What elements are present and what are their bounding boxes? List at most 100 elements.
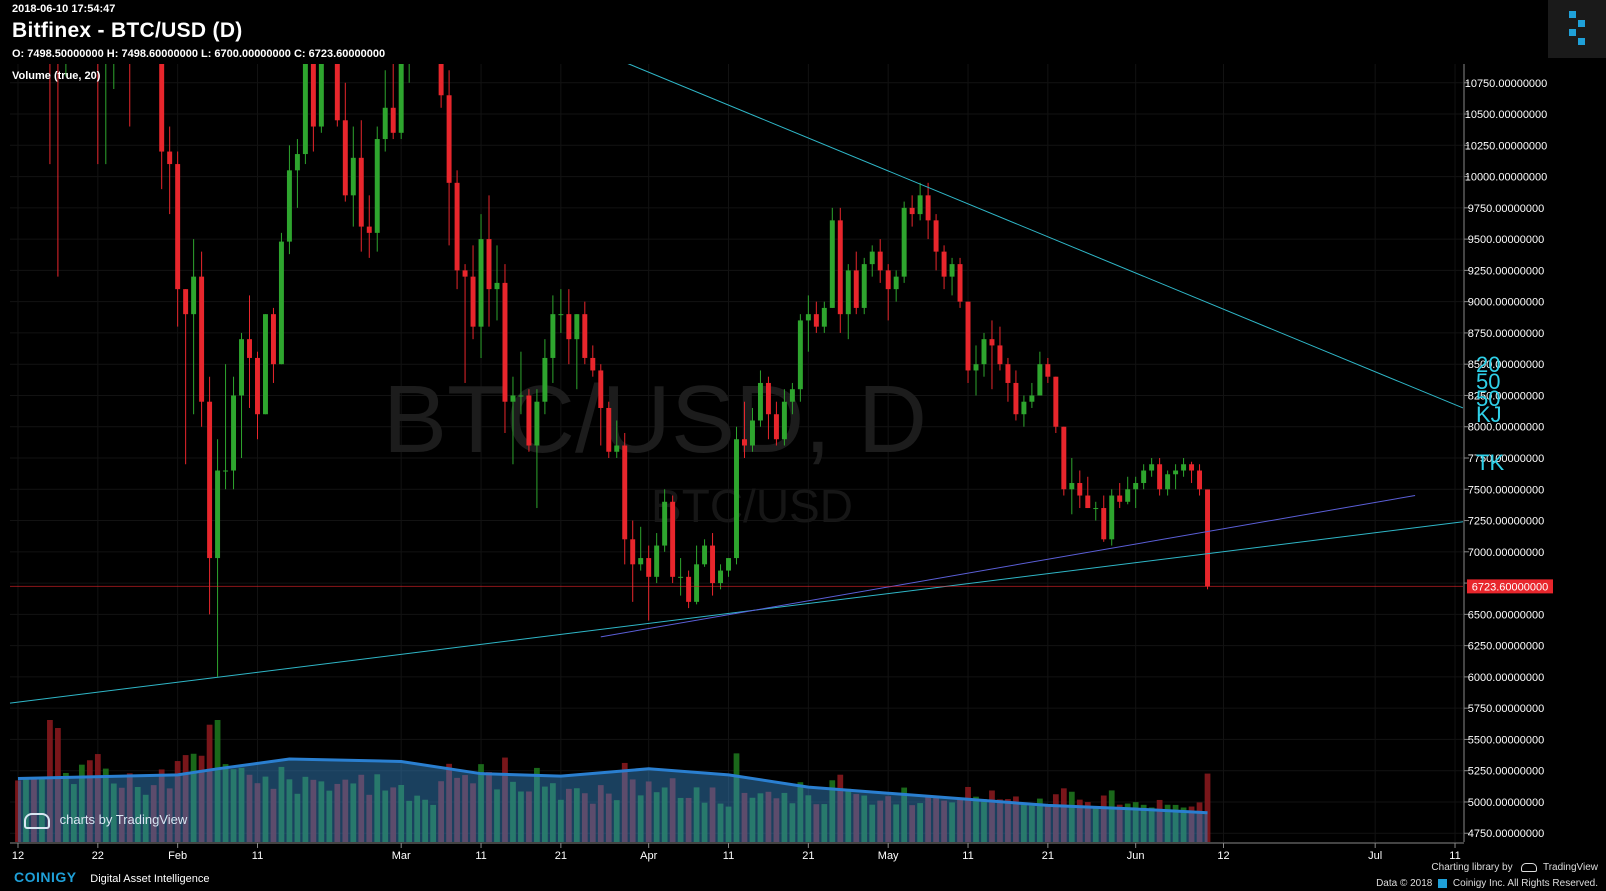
candle-body [821, 307, 827, 327]
candle-body [159, 38, 165, 152]
candle-body [167, 151, 173, 165]
side-label: KJ [1476, 402, 1502, 427]
volume-bar [1156, 799, 1163, 842]
candle-body [175, 164, 181, 290]
candle-body [797, 320, 803, 390]
volume-bar [1148, 807, 1155, 842]
volume-bar [374, 774, 381, 842]
candle-body [1029, 395, 1035, 402]
volume-bar [677, 797, 684, 842]
volume-bar [214, 720, 221, 842]
candle-body [949, 264, 955, 277]
brand-name: COINIGY [14, 869, 77, 885]
volume-bar [557, 799, 564, 842]
candle-body [662, 501, 668, 546]
watermark-big: BTC/USD, D [383, 366, 927, 473]
tradingview-label: TradingView [1542, 862, 1598, 873]
volume-bar [158, 769, 165, 842]
volume-bar [94, 754, 101, 842]
volume-bar [597, 785, 604, 842]
volume-bar [933, 796, 939, 842]
candle-body [686, 576, 692, 602]
candle-body [1133, 483, 1139, 490]
time-tick-label: 12 [1217, 850, 1229, 862]
candle-body [358, 157, 364, 227]
volume-bar [102, 768, 109, 842]
candle-body [941, 251, 947, 277]
candle-body [1013, 382, 1019, 415]
time-tick-label: 11 [962, 850, 973, 862]
candle-body [502, 282, 508, 402]
volume-bar [142, 794, 149, 842]
volume-bar [270, 788, 277, 842]
candle-body [670, 501, 676, 577]
candle-body [909, 207, 915, 215]
side-label: 50 [1476, 369, 1500, 394]
candle-body [598, 370, 604, 408]
volume-bar [789, 803, 796, 842]
price-tick-label: 5750.00000000 [1468, 703, 1544, 715]
time-tick-label: 21 [802, 850, 814, 862]
time-tick-label: 22 [92, 850, 104, 862]
ohlc-readout: O: 7498.50000000 H: 7498.60000000 L: 670… [12, 48, 386, 60]
volume-bar [23, 777, 29, 842]
candle-body [526, 395, 532, 446]
volume-bar [997, 799, 1003, 842]
candle-body [726, 558, 731, 571]
candle-body [694, 564, 700, 602]
candle-body [1189, 464, 1195, 471]
candle-body [342, 120, 348, 196]
volume-bar [853, 794, 860, 842]
candle-body [278, 241, 284, 365]
candle-body [757, 382, 763, 421]
volume-bar [861, 795, 868, 842]
volume-bar [326, 790, 333, 842]
volume-bar [613, 800, 620, 842]
volume-bar [845, 788, 852, 842]
volume-bar [573, 788, 580, 842]
candle-body [678, 576, 684, 578]
volume-layer [15, 720, 1211, 842]
volume-bar [757, 793, 764, 842]
coinigy-logo-button[interactable] [1548, 0, 1606, 58]
volume-bar [1172, 804, 1179, 842]
volume-bar [342, 779, 349, 842]
price-tick-label: 7000.00000000 [1468, 547, 1544, 559]
price-tick-label: 8000.00000000 [1468, 422, 1544, 434]
volume-bar [550, 783, 556, 842]
volume-bar [837, 774, 844, 842]
volume-bar [1076, 799, 1083, 842]
candle-body [885, 270, 891, 290]
chart-title: Bitfinex - BTC/USD (D) [12, 19, 243, 42]
volume-bar [1140, 804, 1147, 842]
charting-credit[interactable]: Charting library by TradingView [1431, 862, 1598, 873]
volume-bar [629, 779, 636, 842]
candle-body [981, 339, 987, 365]
volume-bar [334, 783, 341, 842]
price-tick-label: 10000.00000000 [1465, 172, 1548, 184]
candle-body [1053, 376, 1059, 427]
candle-body [718, 570, 724, 584]
tv-badge[interactable]: charts by TradingView [24, 812, 187, 829]
volume-legend[interactable]: Volume (true, 20) [12, 70, 101, 82]
volume-bar [1204, 773, 1211, 842]
candle-body [462, 270, 468, 277]
candle-body [334, 20, 340, 121]
volume-bar [438, 781, 444, 842]
volume-bar [478, 764, 484, 842]
volume-bar [422, 799, 429, 842]
volume-bar [949, 802, 955, 842]
time-tick-label: Mar [392, 850, 411, 862]
candle-body [454, 182, 460, 271]
candle-body [566, 314, 572, 340]
volume-bar [1036, 798, 1043, 842]
candle-body [773, 414, 779, 440]
candle-body [382, 107, 388, 140]
candle-body [877, 251, 883, 271]
candle-body [494, 282, 500, 290]
volume-bar [821, 804, 828, 842]
candle-body [710, 545, 716, 584]
candle-body [574, 314, 580, 340]
